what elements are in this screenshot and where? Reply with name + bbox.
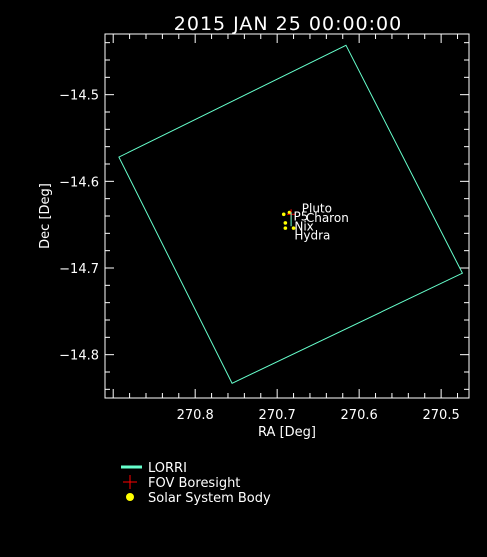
body-label: Hydra xyxy=(294,228,330,242)
legend-boresight-label: FOV Boresight xyxy=(148,476,240,491)
legend-body-dot-icon xyxy=(126,493,134,501)
chart-title: 2015 JAN 25 00:00:00 xyxy=(174,13,402,35)
body-label: Nix xyxy=(294,220,313,234)
x-tick-labels: 270.8 270.7 270.6 270.5 xyxy=(177,408,460,423)
x-tick-label: 270.7 xyxy=(259,408,296,423)
y-tick-label: −14.8 xyxy=(59,349,99,364)
x-tick-label: 270.6 xyxy=(341,408,378,423)
y-tick-label: −14.6 xyxy=(59,175,99,190)
solar-system-bodies xyxy=(281,210,296,230)
body-point xyxy=(287,210,292,215)
x-tick-label: 270.5 xyxy=(423,408,460,423)
y-axis-label: Dec [Deg] xyxy=(38,183,53,249)
axis-ticks xyxy=(105,34,469,398)
x-axis-label: RA [Deg] xyxy=(258,425,316,440)
y-tick-label: −14.5 xyxy=(59,89,99,104)
body-point xyxy=(283,226,288,230)
body-label: P5 xyxy=(294,209,309,223)
body-point xyxy=(283,221,288,225)
fov-boresight-marker xyxy=(287,209,296,227)
body-point xyxy=(281,212,286,217)
legend: LORRI FOV Boresight Solar System Body xyxy=(121,461,271,506)
x-tick-label: 270.8 xyxy=(177,408,214,423)
lorri-fov-outline xyxy=(118,44,464,384)
legend-body-label: Solar System Body xyxy=(148,491,271,506)
y-tick-label: −14.7 xyxy=(59,262,99,277)
legend-lorri-label: LORRI xyxy=(148,461,187,476)
y-tick-labels: −14.5 −14.6 −14.7 −14.8 xyxy=(59,89,99,364)
body-label: Pluto xyxy=(302,202,332,216)
legend-boresight-plus-icon xyxy=(123,475,137,489)
body-label: Charon xyxy=(306,211,349,225)
plot-frame xyxy=(104,33,470,399)
body-point xyxy=(291,226,296,230)
